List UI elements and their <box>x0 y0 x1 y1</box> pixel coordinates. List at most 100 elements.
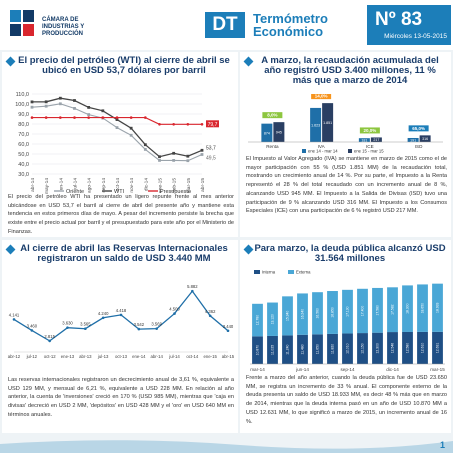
iva-bar-value: 1.623 <box>311 123 320 127</box>
reserves-x-tick: jul-13 <box>97 354 109 359</box>
iva-growth-label: 8,0% <box>267 113 277 118</box>
debt-bar-value: 12.010 <box>346 343 350 353</box>
issue-date: Miércoles 13-05-2015 <box>384 33 447 40</box>
debt-chart: Interna Externa 10.870 12.780 11.025 13.120 11… <box>250 270 445 372</box>
iva-growth-label: 20,0% <box>363 128 376 133</box>
reserves-point <box>119 313 123 317</box>
debt-bar-value: 17.130 <box>346 306 350 316</box>
reserves-x-tick: abr-13 <box>79 354 92 359</box>
reserves-point-label: 3.565 <box>80 322 91 327</box>
debt-bar-interna <box>342 333 353 364</box>
oil-x-tick: may-14 <box>44 178 50 194</box>
debt-bar-value: 18.650 <box>421 303 425 313</box>
iva-panel: A marzo, la recaudación acumulada del añ… <box>240 52 451 237</box>
reserves-point <box>101 316 105 320</box>
debt-bar-interna <box>282 335 293 364</box>
reserves-point-label: 3.569 <box>151 322 162 327</box>
oil-wti-label: 53,7 <box>206 145 216 151</box>
oil-oriente-point <box>58 102 62 106</box>
debt-x-tick: jun-14 <box>295 367 309 372</box>
iva-category-label: Renta <box>266 144 279 149</box>
debt-bar-externa <box>267 302 278 336</box>
oil-wti-point <box>58 96 62 100</box>
oil-x-tick: dic-14 <box>143 178 149 191</box>
reserves-point-label: 4.418 <box>116 308 127 313</box>
chamber-name-line1: CÁMARA DE <box>42 17 79 23</box>
oil-presupuesto-point <box>101 116 105 119</box>
oil-wti-point <box>73 99 76 102</box>
debt-bar-value: 11.240 <box>286 345 290 355</box>
iva-growth-label-bg <box>408 125 429 132</box>
oil-x-tick: nov-14 <box>129 178 135 193</box>
iva-bar-value: 874 <box>264 131 270 135</box>
bulletin-title-line1: Termómetro <box>253 11 328 26</box>
oil-series-oriente <box>31 103 203 162</box>
oil-presupuesto-point <box>73 116 76 119</box>
oil-oriente-point <box>73 107 76 110</box>
oil-oriente-point <box>115 126 119 129</box>
oil-oriente-label: 49,5 <box>206 156 216 162</box>
debt-bar-value: 18.933 <box>436 302 440 312</box>
oil-presupuesto-point <box>158 123 161 126</box>
reserves-point-label: 3.542 <box>134 322 145 327</box>
debt-bar-value: 11.650 <box>316 344 320 354</box>
oil-oriente-point <box>129 133 133 137</box>
oil-presupuesto-point <box>59 116 62 119</box>
debt-x-tick: mar-14 <box>250 367 265 372</box>
reserves-x-tick: jul-12 <box>26 354 38 359</box>
iva-category-label: ISD <box>415 144 423 149</box>
debt-bar-interna <box>402 331 413 364</box>
iva-growth-label-bg <box>311 94 332 100</box>
debt-bar-value: 11.480 <box>301 344 305 354</box>
oil-wti-point <box>172 151 176 155</box>
reserves-x-tick: ene-15 <box>203 354 217 359</box>
reserves-point <box>191 289 194 293</box>
debt-bar-externa <box>252 303 263 337</box>
oil-oriente-point <box>30 105 34 109</box>
debt-legend-swatch <box>288 270 294 274</box>
iva-bar-ice <box>370 137 382 142</box>
debt-text: Frente a marzo del año anterior, cuando … <box>246 375 447 425</box>
oil-wti-point <box>101 109 105 113</box>
reserves-point <box>12 318 16 321</box>
reserves-point <box>137 327 141 331</box>
oil-wti-point <box>87 106 91 109</box>
oil-presupuesto-label: 79,7 <box>208 122 218 128</box>
oil-wti-point <box>44 100 48 104</box>
section-bullet-icon <box>243 56 254 67</box>
oil-presupuesto-point <box>144 116 147 119</box>
reserves-x-tick: oct-14 <box>186 354 199 359</box>
debt-bar-interna <box>417 331 428 364</box>
debt-bar-interna <box>372 332 383 364</box>
debt-bar-value: 17.582 <box>391 304 395 314</box>
bulletin-title: Termómetro Económico <box>253 12 328 38</box>
debt-bar-externa <box>402 285 413 332</box>
reserves-chart: 4.141 abr-12 3.460 jul-12 2.815 oct-12 3.630 en… <box>8 284 235 359</box>
oil-y-tick: 40,0 <box>18 162 29 168</box>
debt-bar-interna <box>312 334 323 364</box>
reserves-point <box>173 312 176 315</box>
reserves-point-label: 4.500 <box>169 307 180 312</box>
debt-bar-value: 13.120 <box>271 314 275 324</box>
reserves-point-label: 3.440 <box>223 324 234 329</box>
oil-oriente-point <box>172 159 176 162</box>
debt-bar-value: 12.546 <box>391 343 395 353</box>
debt-bar-value: 12.610 <box>421 343 425 353</box>
reserves-panel: Al cierre de abril las Reservas Internac… <box>2 240 238 433</box>
chamber-name-line3: PRODUCCIÓN <box>42 31 84 37</box>
oil-presupuesto-point <box>172 123 175 126</box>
reserves-point <box>66 326 69 329</box>
reserves-point <box>48 339 51 343</box>
reserves-point-label: 5.882 <box>187 284 198 289</box>
oil-oriente-point <box>44 104 48 108</box>
debt-bar-value: 12.580 <box>406 343 410 353</box>
iva-text: El Impuesto al Valor Agregado (IVA) se m… <box>246 156 447 215</box>
debt-bar-externa <box>282 296 293 336</box>
debt-bar-value: 16.560 <box>316 308 320 318</box>
debt-title: Para marzo, la deuda pública alcanzó USD… <box>254 243 446 264</box>
iva-legend-swatch <box>302 149 306 153</box>
oil-x-tick: abr-15 <box>200 178 206 192</box>
debt-bar-value: 16.240 <box>301 309 305 319</box>
debt-bar-interna <box>327 333 338 364</box>
